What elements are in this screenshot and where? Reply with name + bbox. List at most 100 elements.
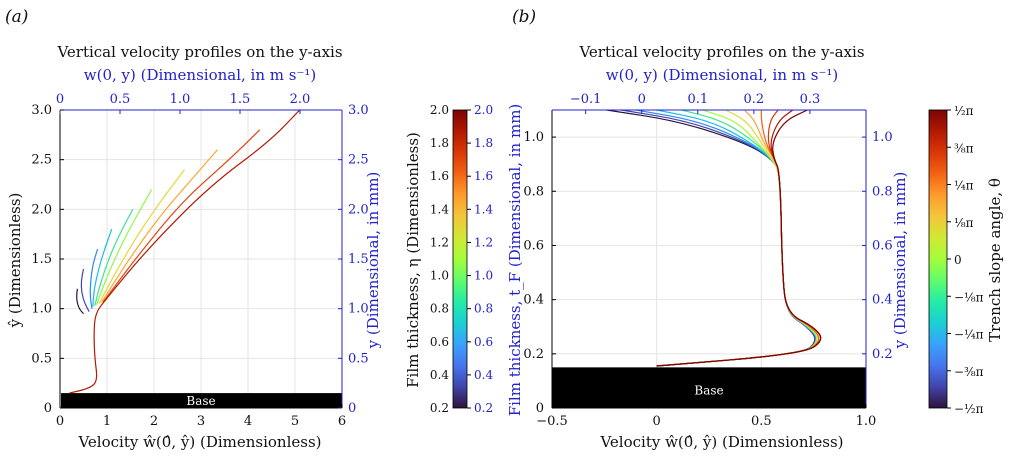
panel-b-y2-tick-label: 0.6 <box>872 238 893 253</box>
panel-a-x-tick-label: 5 <box>291 414 299 429</box>
panel-a-series-line-4 <box>94 209 134 306</box>
panel-b-series-line-1 <box>620 109 816 367</box>
panel-b-y2-tick-label: 0.8 <box>872 184 893 199</box>
panel-a-y-tick-label: 1.0 <box>31 302 52 317</box>
panel-a-x2-tick-label: 2.0 <box>290 92 311 107</box>
panel-b-series-line-7 <box>656 109 820 367</box>
panel-b-colorbar <box>928 109 948 409</box>
panel-a-label: (a) <box>5 7 28 27</box>
panel-b-y2-tick-label: 1.0 <box>872 130 893 145</box>
panel-b-colorbar-label-1: Trench slope angle, θ <box>986 178 1004 342</box>
panel-a-x-tick-label: 6 <box>338 414 346 429</box>
panel-b-y-tick-label: 0.4 <box>523 293 544 308</box>
panel-a-title: Vertical velocity profiles on the y-axis <box>56 43 342 61</box>
panel-b-series-line-8 <box>656 110 820 367</box>
panel-a-colorbar-tick-label: 0.2 <box>430 401 449 415</box>
panel-a-y2-tick-label: 2.5 <box>348 153 369 168</box>
panel-a-y2-tick-label: 0.5 <box>348 351 369 366</box>
panel-b-x2-tick-label: 0.3 <box>800 92 821 107</box>
panel-a-colorbar-tick-label-dim: 1.8 <box>474 136 493 150</box>
panel-b-colorbar-tick-label: ¼π <box>954 179 974 193</box>
panel-a-colorbar-tick-label: 1.4 <box>430 202 449 216</box>
panel-a-colorbar-tick-label-dim: 0.2 <box>474 401 493 415</box>
panel-a-y-tick-label: 0.5 <box>31 351 52 366</box>
panel-a-y-tick-label: 2.5 <box>31 153 52 168</box>
panel-b-series-line-9 <box>656 109 822 367</box>
panel-b-series-line-11 <box>656 109 822 367</box>
panel-a-colorbar-tick-label-dim: 0.8 <box>474 302 493 316</box>
panel-a-x2-tick-label: 0 <box>56 92 64 107</box>
panel-b-y-tick-label: 0.8 <box>523 184 544 199</box>
panel-b-x2-label: w(0, y) (Dimensional, in m s⁻¹) <box>606 66 838 84</box>
panel-a-x-tick-label: 2 <box>150 414 158 429</box>
panel-a-colorbar-tick-label-dim: 2.0 <box>474 103 493 117</box>
panel-a-colorbar-tick-label: 0.6 <box>430 335 449 349</box>
panel-a-colorbar-tick-label-dim: 1.4 <box>474 202 493 216</box>
panel-b-series-line-3 <box>656 109 818 367</box>
panel-b-y-tick-label: 0 <box>536 401 544 416</box>
panel-a-colorbar-tick-label: 1.6 <box>430 169 449 183</box>
panel-a-colorbar-tick-label: 1.8 <box>430 136 449 150</box>
panel-a-colorbar-tick-label: 1.0 <box>430 269 449 283</box>
panel-b-label: (b) <box>512 7 536 27</box>
panel-a-base-label: Base <box>186 394 215 408</box>
panel-a-x2-tick-label: 1.5 <box>230 92 251 107</box>
panel-b-x-tick-label: 1.0 <box>856 414 877 429</box>
panel-b-colorbar-tick-label: ⅜π <box>954 141 974 155</box>
panel-a-series-line-9 <box>69 109 301 394</box>
panel-b-colorbar-tick-label: −⅛π <box>954 290 984 304</box>
panel-b-series-line-10 <box>656 109 822 367</box>
panel-b-x-label: Velocity ŵ(0̂, ŷ) (Dimensionless) <box>599 433 843 451</box>
panel-b-colorbar-tick-label: ⅛π <box>954 216 974 230</box>
panel-b-x-tick-label: 0.5 <box>751 414 772 429</box>
panel-a-x2-tick-label: 1.0 <box>170 92 191 107</box>
panel-b-series-line-0 <box>606 109 816 367</box>
panel-a-y-label: ŷ (Dimensionless) <box>6 193 24 329</box>
panel-a-y2-tick-label: 2.0 <box>348 202 369 217</box>
panel-b-x2-tick-label: 0.1 <box>687 92 708 107</box>
panel-a-x-label: Velocity ŵ(0̂, ŷ) (Dimensionless) <box>77 433 321 451</box>
panel-b-y2-tick-label: 0.4 <box>872 293 893 308</box>
panel-b-series-line-2 <box>635 109 817 367</box>
panel-a-y-tick-label: 2.0 <box>31 202 52 217</box>
panel-b-colorbar-tick-label: −¼π <box>954 328 984 342</box>
panel-b-x2-tick-label: 0.2 <box>744 92 765 107</box>
panel-a-x2-tick-label: 0.5 <box>110 92 131 107</box>
panel-b-base-label: Base <box>694 383 723 397</box>
panel-a-series-line-8 <box>102 129 261 303</box>
panel-a-series-line-1 <box>80 268 90 312</box>
panel-b-colorbar-tick-label: ½π <box>954 104 974 118</box>
panel-a-series-line-3 <box>92 228 113 307</box>
panel-a-y2-tick-label: 1.0 <box>348 302 369 317</box>
panel-a-colorbar-tick-label: 0.4 <box>430 368 449 382</box>
panel-a-y-tick-label: 1.5 <box>31 252 52 267</box>
panel-a-colorbar-tick-label: 1.2 <box>430 235 449 249</box>
panel-b-base-block <box>552 367 866 408</box>
panel-b-series-line-6 <box>656 109 820 367</box>
panel-a-x2-label: w(0, y) (Dimensional, in m s⁻¹) <box>84 66 316 84</box>
panel-a-colorbar-label-1: Film thickness, η (Dimensionless) <box>404 132 422 388</box>
panel-a-series-line-7 <box>100 149 218 304</box>
panel-b-y2-tick-label: 0.2 <box>872 347 893 362</box>
panel-b-series-line-4 <box>656 109 818 367</box>
panel-a-y2-tick-label: 3.0 <box>348 103 369 118</box>
panel-b-x-tick-label: 0 <box>653 414 661 429</box>
panel-a-series-line-5 <box>96 189 153 305</box>
panel-b-y-tick-label: 1.0 <box>523 130 544 145</box>
panel-a-colorbar-tick-label-dim: 1.2 <box>474 235 493 249</box>
panel-a-y2-label: y (Dimensional, in mm) <box>364 172 382 350</box>
panel-b-y-tick-label: 0.2 <box>523 347 544 362</box>
panel-a-colorbar-tick-label-dim: 1.6 <box>474 169 493 183</box>
panel-a-colorbar-tick-label-dim: 0.4 <box>474 368 493 382</box>
panel-a-colorbar-label-2: Film thickness, t_F (Dimensional, in mm) <box>506 104 524 417</box>
panel-a-series-line-6 <box>98 169 186 304</box>
panel-b-x2-tick-label: −0.1 <box>570 92 602 107</box>
panel-b-x2-tick-label: 0 <box>638 92 646 107</box>
panel-a-colorbar-tick-label: 2.0 <box>430 103 449 117</box>
panel-b-colorbar-tick-label: −½π <box>954 402 984 416</box>
panel-a-x-tick-label: 1 <box>103 414 111 429</box>
panel-a-y-tick-label: 0 <box>44 401 52 416</box>
panel-a-colorbar <box>452 109 468 409</box>
panel-a-y-tick-label: 3.0 <box>31 103 52 118</box>
